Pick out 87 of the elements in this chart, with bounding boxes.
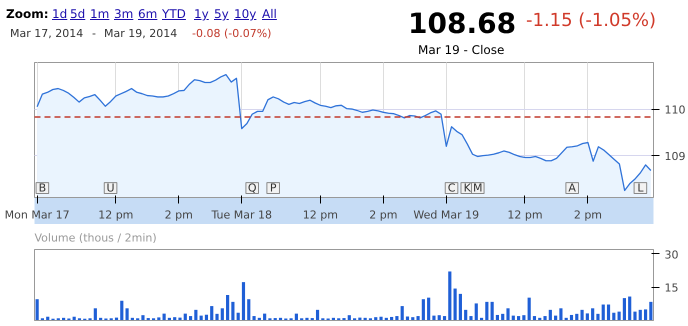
bar: [490, 302, 494, 320]
text: 1d: [52, 6, 68, 23]
bar: [448, 271, 452, 320]
x-tick-label: 2 pm: [164, 208, 193, 222]
bar: [120, 300, 124, 320]
text: Zoom:: [6, 6, 48, 23]
annotation: C: [448, 182, 456, 195]
bar: [628, 296, 632, 320]
annotation: L: [637, 182, 644, 195]
bar: [36, 299, 39, 320]
annotation: B: [38, 182, 46, 195]
text: -0.08 (-0.07%): [192, 26, 272, 42]
bar: [575, 314, 578, 320]
bar: [157, 317, 160, 320]
annotation: K: [464, 182, 472, 195]
text: 6m: [138, 6, 158, 23]
annotation: M: [473, 182, 483, 195]
bar: [422, 299, 425, 320]
text: -: [92, 26, 96, 42]
bar: [458, 294, 462, 320]
y-tick-label: 30: [664, 248, 678, 262]
y-tick-label: 15: [664, 282, 678, 295]
bar: [512, 316, 515, 320]
bar: [602, 304, 605, 320]
text: Mar 19, 2014: [104, 26, 178, 42]
bar: [411, 317, 414, 320]
bar: [638, 310, 642, 320]
bar: [454, 288, 457, 320]
bar: [438, 315, 441, 320]
text: Mar 17, 2014: [10, 26, 84, 42]
bar: [633, 312, 637, 320]
text: -1.15 (-1.05%): [526, 9, 656, 33]
bar: [606, 304, 610, 320]
bar: [374, 317, 378, 320]
bar: [173, 317, 176, 320]
x-tick-label: Wed Mar 19: [413, 208, 480, 222]
bar: [72, 316, 76, 320]
text: 5y: [214, 6, 229, 23]
bar: [400, 306, 404, 320]
bar: [294, 314, 298, 320]
y-tick-label: 110: [664, 104, 686, 117]
annotation: Q: [248, 182, 257, 195]
chart-title: Volume (thous / 2min): [34, 232, 157, 244]
bar: [501, 314, 504, 320]
bar: [162, 314, 166, 320]
bar: [548, 310, 552, 320]
x-tick-label: Mon Mar 17: [4, 208, 70, 222]
annotation: A: [568, 182, 576, 195]
annotation: P: [270, 182, 277, 195]
y-tick-label: 109: [664, 150, 686, 164]
text: 108.68: [408, 6, 516, 42]
bar: [247, 299, 250, 320]
bar: [236, 312, 240, 320]
bar: [528, 298, 531, 320]
x-tick-label: 2 pm: [574, 208, 602, 222]
bar: [226, 294, 230, 320]
bar: [263, 314, 266, 320]
bar: [204, 314, 208, 320]
text: 5d: [70, 6, 86, 23]
text: Mar 19 - Close: [418, 42, 504, 59]
bar: [242, 282, 246, 320]
bar: [649, 302, 652, 320]
bar: [220, 308, 224, 320]
annotation: U: [106, 182, 115, 195]
bar: [184, 314, 187, 320]
text: All: [262, 6, 277, 23]
text: 1y: [194, 6, 209, 23]
bar: [612, 312, 616, 320]
bar: [622, 298, 626, 320]
text: YTD: [162, 6, 186, 23]
x-tick-label: 12 pm: [507, 208, 543, 222]
bar: [348, 315, 351, 320]
bar: [231, 302, 234, 320]
bar: [46, 316, 50, 320]
x-tick-label: 2 pm: [369, 208, 398, 222]
text: 10y: [234, 6, 256, 23]
bar: [427, 298, 430, 320]
text: 3m: [114, 6, 134, 23]
bar: [474, 303, 478, 320]
bar: [485, 302, 488, 320]
text: 1m: [90, 6, 110, 23]
bar: [464, 310, 468, 320]
bar: [618, 312, 621, 320]
x-tick-label: 12 pm: [98, 208, 134, 222]
bar: [210, 306, 214, 320]
x-tick-label: 12 pm: [302, 208, 338, 222]
x-tick-label: Tue Mar 18: [210, 208, 272, 222]
